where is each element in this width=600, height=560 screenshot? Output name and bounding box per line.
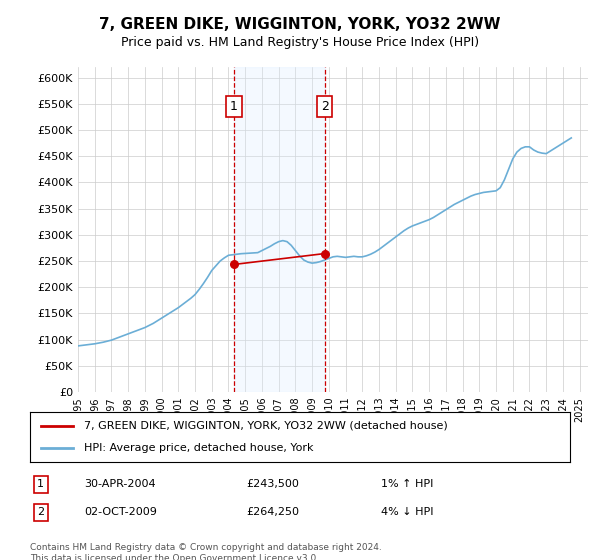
Text: 7, GREEN DIKE, WIGGINTON, YORK, YO32 2WW: 7, GREEN DIKE, WIGGINTON, YORK, YO32 2WW — [99, 17, 501, 32]
Point — [229, 260, 239, 269]
Text: Price paid vs. HM Land Registry's House Price Index (HPI): Price paid vs. HM Land Registry's House … — [121, 36, 479, 49]
Text: 2: 2 — [321, 100, 329, 113]
Text: 7, GREEN DIKE, WIGGINTON, YORK, YO32 2WW (detached house): 7, GREEN DIKE, WIGGINTON, YORK, YO32 2WW… — [84, 421, 448, 431]
Text: 4% ↓ HPI: 4% ↓ HPI — [381, 507, 433, 517]
Text: 2: 2 — [37, 507, 44, 517]
Text: £264,250: £264,250 — [246, 507, 299, 517]
Text: 1: 1 — [37, 479, 44, 489]
Text: Contains HM Land Registry data © Crown copyright and database right 2024.
This d: Contains HM Land Registry data © Crown c… — [30, 543, 382, 560]
Text: 1: 1 — [230, 100, 238, 113]
Text: 30-APR-2004: 30-APR-2004 — [84, 479, 155, 489]
Point — [320, 249, 329, 258]
Text: 02-OCT-2009: 02-OCT-2009 — [84, 507, 157, 517]
Bar — [234, 67, 325, 392]
Text: £243,500: £243,500 — [246, 479, 299, 489]
Text: HPI: Average price, detached house, York: HPI: Average price, detached house, York — [84, 443, 314, 453]
Text: 1% ↑ HPI: 1% ↑ HPI — [381, 479, 433, 489]
